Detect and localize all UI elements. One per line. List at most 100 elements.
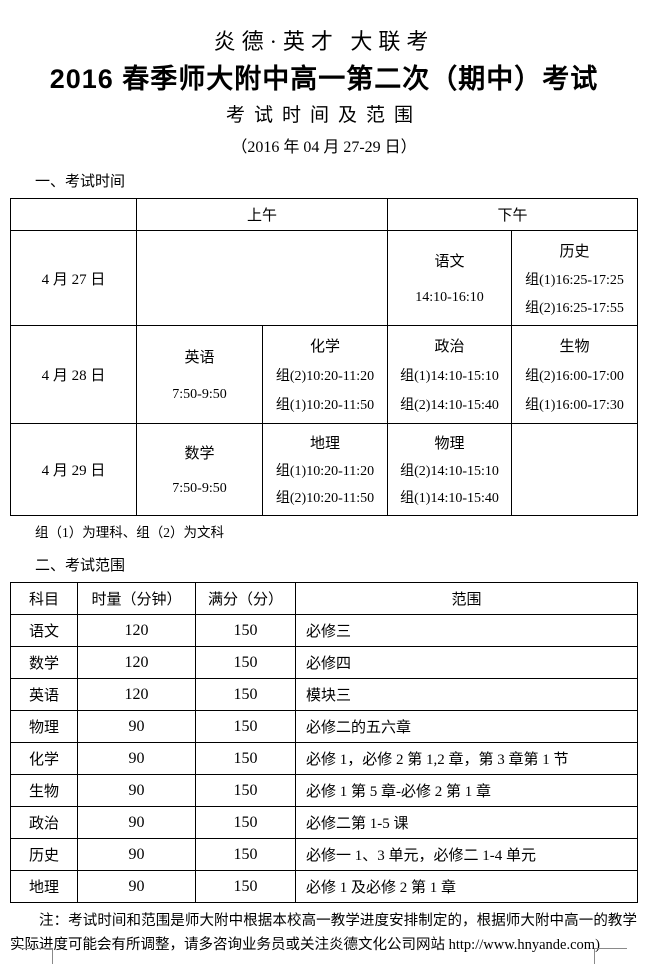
- exam-schedule-table: 上午 下午 4 月 27 日 语文 14:10-16:10 历史 组(1)16:…: [10, 198, 639, 516]
- exam-time: 组(2)16:25-17:55: [525, 300, 624, 316]
- scope-col-header-range: 范围: [295, 582, 638, 615]
- exam-time: 组(2)16:00-17:00: [525, 369, 624, 384]
- subject-cell: 英语: [10, 678, 78, 711]
- scope-row: 生物 90 150 必修 1 第 5 章-必修 2 第 1 章: [10, 774, 638, 807]
- subject-cell: 物理: [10, 710, 78, 743]
- morning-header-cell: 上午: [135, 198, 389, 231]
- subject-name: 生物: [559, 339, 590, 356]
- score-cell: 150: [195, 646, 296, 679]
- exam-title: 2016 春季师大附中高一第二次（期中）考试: [49, 64, 599, 94]
- empty-slot-cell: [135, 230, 389, 326]
- afternoon-header-cell: 下午: [387, 198, 639, 231]
- exam-time: 组(2)10:20-11:20: [275, 369, 375, 384]
- subject-cell: 数学: [10, 646, 78, 679]
- duration-cell: 90: [77, 870, 196, 903]
- duration-cell: 90: [77, 838, 196, 871]
- score-cell: 150: [195, 710, 296, 743]
- exam-time: 14:10-16:10: [415, 289, 484, 305]
- subject-slot-cell: 物理 组(2)14:10-15:10 组(1)14:10-15:40: [387, 423, 513, 516]
- subject-name: 物理: [434, 435, 465, 452]
- section-heading-exam-time: 一、考试时间: [35, 173, 126, 190]
- subject-slot-cell: 化学 组(2)10:20-11:20 组(1)10:20-11:50: [261, 325, 389, 424]
- scope-row: 英语 120 150 模块三: [10, 678, 638, 711]
- subject-slot-cell: 语文 14:10-16:10: [387, 230, 513, 326]
- duration-cell: 90: [77, 774, 196, 807]
- scope-row: 政治 90 150 必修二第 1-5 课: [10, 806, 638, 839]
- subject-slot-cell: 生物 组(2)16:00-17:00 组(1)16:00-17:30: [511, 325, 639, 424]
- exam-time: 组(2)14:10-15:10: [400, 464, 499, 479]
- scope-row: 数学 120 150 必修四: [10, 646, 638, 679]
- exam-time: 组(1)10:20-11:50: [275, 397, 375, 413]
- exam-scope-table: 科目 时量（分钟） 满分（分） 范围 语文 120 150 必修三 数学 120…: [10, 582, 638, 903]
- duration-cell: 120: [77, 678, 196, 711]
- scope-row: 历史 90 150 必修一 1、3 单元，必修二 1-4 单元: [10, 838, 638, 871]
- score-cell: 150: [195, 806, 296, 839]
- score-cell: 150: [195, 742, 296, 775]
- duration-cell: 90: [77, 806, 196, 839]
- range-cell: 必修一 1、3 单元，必修二 1-4 单元: [295, 838, 638, 871]
- exam-time: 组(1)16:00-17:30: [525, 397, 624, 413]
- subject-name: 语文: [434, 254, 465, 271]
- subject-name: 地理: [310, 435, 341, 452]
- range-cell: 必修四: [295, 646, 638, 679]
- exam-time: 7:50-9:50: [172, 480, 227, 496]
- page-margin-mark-right: [594, 948, 627, 964]
- brand-title: 炎德·英才 大联考: [213, 29, 435, 54]
- subject-cell: 历史: [10, 838, 78, 871]
- empty-slot-cell: [511, 423, 639, 516]
- subject-name: 化学: [310, 339, 341, 356]
- range-cell: 必修 1 及必修 2 第 1 章: [295, 870, 638, 903]
- scope-row: 化学 90 150 必修 1，必修 2 第 1,2 章，第 3 章第 1 节: [10, 742, 638, 775]
- subject-cell: 地理: [10, 870, 78, 903]
- scope-row: 地理 90 150 必修 1 及必修 2 第 1 章: [10, 870, 638, 903]
- scope-row: 物理 90 150 必修二的五六章: [10, 710, 638, 743]
- subject-cell: 化学: [10, 742, 78, 775]
- exam-time: 组(1)14:10-15:10: [400, 369, 499, 384]
- scope-header-row: 科目 时量（分钟） 满分（分） 范围: [10, 582, 638, 615]
- subject-cell: 政治: [10, 806, 78, 839]
- subject-cell: 语文: [10, 614, 78, 647]
- subject-name: 历史: [559, 243, 590, 260]
- date-cell: 4 月 29 日: [10, 423, 137, 516]
- subject-slot-cell: 数学 7:50-9:50: [136, 423, 263, 516]
- date-cell: 4 月 27 日: [10, 230, 137, 326]
- range-cell: 必修 1 第 5 章-必修 2 第 1 章: [295, 774, 638, 807]
- exam-time: 组(1)10:20-11:20: [275, 464, 375, 479]
- exam-time: 7:50-9:50: [172, 386, 227, 402]
- exam-time: 组(2)10:20-11:50: [275, 491, 375, 507]
- scope-row: 语文 120 150 必修三: [10, 614, 638, 647]
- date-range: （2016 年 04 月 27-29 日）: [231, 139, 417, 156]
- duration-cell: 120: [77, 614, 196, 647]
- subject-slot-cell: 英语 7:50-9:50: [136, 325, 263, 424]
- duration-cell: 120: [77, 646, 196, 679]
- score-cell: 150: [195, 614, 296, 647]
- exam-time: 组(1)16:25-17:25: [525, 272, 624, 288]
- schedule-row-apr27: 4 月 27 日 语文 14:10-16:10 历史 组(1)16:25-17:…: [10, 230, 639, 326]
- duration-cell: 90: [77, 710, 196, 743]
- score-cell: 150: [195, 838, 296, 871]
- schedule-row-apr29: 4 月 29 日 数学 7:50-9:50 地理 组(1)10:20-11:20…: [10, 423, 639, 516]
- subject-cell: 生物: [10, 774, 78, 807]
- schedule-corner-cell: [10, 198, 137, 231]
- subtitle: 考试时间及范围: [225, 105, 422, 126]
- range-cell: 模块三: [295, 678, 638, 711]
- section-heading-exam-scope: 二、考试范围: [35, 557, 126, 574]
- scope-col-header-duration: 时量（分钟）: [77, 582, 196, 615]
- exam-time: 组(2)14:10-15:40: [400, 397, 499, 413]
- schedule-header-row: 上午 下午: [10, 198, 639, 231]
- scope-col-header-subject: 科目: [10, 582, 78, 615]
- score-cell: 150: [195, 774, 296, 807]
- exam-time: 组(1)14:10-15:40: [400, 491, 499, 507]
- range-cell: 必修二第 1-5 课: [295, 806, 638, 839]
- group-note: 组（1）为理科、组（2）为文科: [35, 525, 224, 540]
- footer-note: 注：考试时间和范围是师大附中根据本校高一教学进度安排制定的，根据师大附中高一的教…: [10, 913, 637, 953]
- subject-slot-cell: 地理 组(1)10:20-11:20 组(2)10:20-11:50: [261, 423, 389, 516]
- page-margin-mark-left: [20, 948, 53, 964]
- scope-col-header-score: 满分（分）: [195, 582, 296, 615]
- date-cell: 4 月 28 日: [10, 325, 137, 424]
- duration-cell: 90: [77, 742, 196, 775]
- score-cell: 150: [195, 870, 296, 903]
- subject-name: 数学: [184, 446, 215, 463]
- subject-slot-cell: 政治 组(1)14:10-15:10 组(2)14:10-15:40: [387, 325, 513, 424]
